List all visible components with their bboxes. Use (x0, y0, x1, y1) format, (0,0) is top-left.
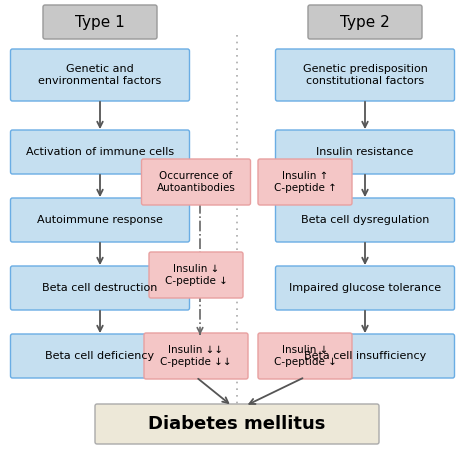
FancyBboxPatch shape (10, 130, 190, 174)
Text: Occurrence of
Autoantibodies: Occurrence of Autoantibodies (156, 171, 236, 193)
FancyBboxPatch shape (142, 159, 250, 205)
FancyBboxPatch shape (275, 334, 455, 378)
FancyBboxPatch shape (275, 130, 455, 174)
FancyBboxPatch shape (95, 404, 379, 444)
FancyBboxPatch shape (10, 266, 190, 310)
FancyBboxPatch shape (258, 333, 352, 379)
Text: Insulin ↓
C-peptide ↓: Insulin ↓ C-peptide ↓ (164, 264, 228, 286)
Text: Beta cell dysregulation: Beta cell dysregulation (301, 215, 429, 225)
Text: Type 1: Type 1 (75, 14, 125, 30)
Text: Autoimmune response: Autoimmune response (37, 215, 163, 225)
Text: Beta cell deficiency: Beta cell deficiency (46, 351, 155, 361)
Text: Insulin ↓
C-peptide ↓: Insulin ↓ C-peptide ↓ (273, 345, 337, 367)
FancyBboxPatch shape (43, 5, 157, 39)
FancyBboxPatch shape (275, 49, 455, 101)
FancyBboxPatch shape (144, 333, 248, 379)
FancyBboxPatch shape (275, 266, 455, 310)
Text: Genetic predisposition
constitutional factors: Genetic predisposition constitutional fa… (302, 64, 428, 86)
Text: Insulin ↑
C-peptide ↑: Insulin ↑ C-peptide ↑ (273, 171, 337, 193)
FancyBboxPatch shape (10, 198, 190, 242)
Text: Insulin resistance: Insulin resistance (316, 147, 414, 157)
FancyBboxPatch shape (10, 334, 190, 378)
Text: Genetic and
environmental factors: Genetic and environmental factors (38, 64, 162, 86)
FancyBboxPatch shape (258, 159, 352, 205)
Text: Type 2: Type 2 (340, 14, 390, 30)
Text: Insulin ↓↓
C-peptide ↓↓: Insulin ↓↓ C-peptide ↓↓ (160, 345, 232, 367)
FancyBboxPatch shape (275, 198, 455, 242)
FancyBboxPatch shape (308, 5, 422, 39)
Text: Activation of immune cells: Activation of immune cells (26, 147, 174, 157)
Text: Diabetes mellitus: Diabetes mellitus (148, 415, 326, 433)
Text: Beta cell destruction: Beta cell destruction (42, 283, 158, 293)
FancyBboxPatch shape (10, 49, 190, 101)
FancyBboxPatch shape (149, 252, 243, 298)
Text: Impaired glucose tolerance: Impaired glucose tolerance (289, 283, 441, 293)
Text: Beta cell insufficiency: Beta cell insufficiency (304, 351, 426, 361)
